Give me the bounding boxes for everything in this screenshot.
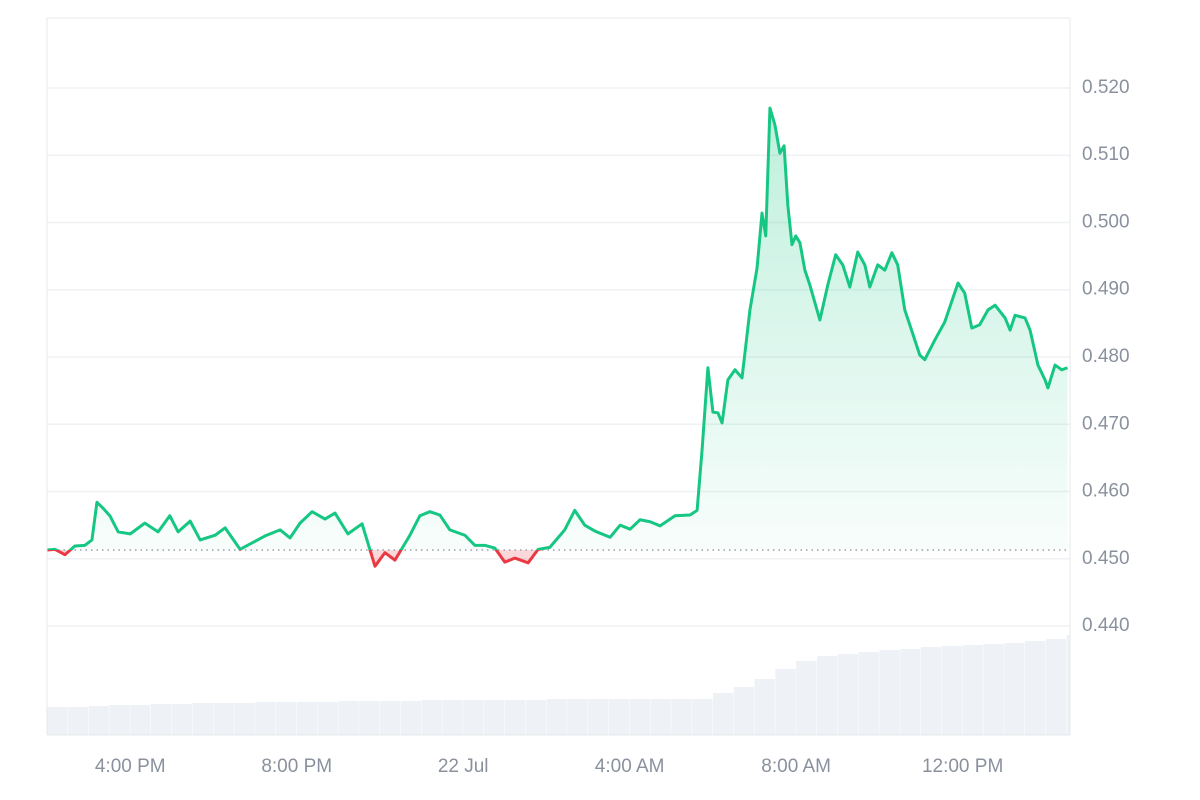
volume-bar	[712, 693, 734, 735]
volume-layer	[47, 635, 1070, 735]
volume-bar	[546, 699, 567, 735]
volume-bar	[858, 652, 879, 735]
volume-bar	[400, 701, 422, 735]
volume-bar	[879, 650, 900, 735]
volume-bar	[67, 707, 89, 735]
x-tick-label: 4:00 PM	[95, 756, 166, 777]
volume-bar	[567, 699, 588, 735]
volume-bar	[816, 656, 838, 735]
volume-bar	[234, 703, 255, 735]
volume-bar	[608, 699, 630, 735]
volume-bar	[1066, 635, 1070, 735]
volume-bar	[692, 699, 713, 735]
volume-bar	[296, 702, 318, 735]
x-tick-label: 4:00 AM	[595, 756, 665, 777]
volume-bar	[1025, 641, 1046, 735]
volume-bar	[421, 700, 442, 735]
volume-bar	[733, 687, 755, 735]
volume-bar	[88, 706, 109, 735]
volume-bar	[442, 700, 463, 735]
volume-bar	[525, 700, 546, 735]
y-tick-label: 0.500	[1082, 211, 1130, 232]
volume-bar	[317, 702, 338, 735]
volume-bar	[151, 704, 172, 735]
grid-layer: 0.440 0.450 0.460 0.470 0.480 0.490 0.500 0.510…	[47, 77, 1130, 777]
volume-bar	[671, 699, 692, 735]
y-tick-label: 0.490	[1082, 279, 1130, 300]
volume-bar	[484, 700, 505, 735]
volume-bar	[629, 699, 650, 735]
y-tick-label: 0.460	[1082, 481, 1130, 502]
volume-bar	[275, 702, 297, 735]
volume-bar	[504, 700, 526, 735]
volume-bar	[255, 702, 276, 735]
y-tick-label: 0.520	[1082, 77, 1130, 98]
volume-bar	[359, 701, 380, 735]
volume-bar	[192, 703, 213, 735]
x-tick-label: 22 Jul	[438, 756, 489, 777]
y-tick-label: 0.470	[1082, 413, 1130, 434]
volume-bar	[983, 644, 1004, 735]
y-tick-label: 0.480	[1082, 346, 1130, 367]
volume-bar	[171, 704, 193, 735]
y-tick-label: 0.510	[1082, 144, 1130, 165]
volume-bar	[47, 707, 68, 735]
volume-bar	[588, 699, 609, 735]
volume-bar	[754, 679, 775, 735]
y-tick-label: 0.440	[1082, 615, 1130, 636]
x-tick-label: 12:00 PM	[922, 756, 1003, 777]
volume-bar	[463, 700, 484, 735]
volume-bar	[213, 703, 234, 735]
area-fill	[47, 108, 1068, 567]
volume-bar	[837, 654, 859, 735]
volume-bar	[941, 646, 963, 735]
plot-layer	[46, 106, 1070, 568]
volume-bar	[109, 705, 130, 735]
x-tick-label: 8:00 AM	[761, 756, 831, 777]
volume-bar	[900, 649, 921, 735]
volume-bar	[130, 705, 151, 735]
volume-bar	[1004, 643, 1025, 735]
volume-bar	[921, 647, 942, 735]
volume-bar	[1045, 639, 1067, 735]
volume-bar	[775, 669, 796, 735]
volume-bar	[796, 661, 817, 735]
volume-bar	[962, 645, 983, 735]
volume-bar	[338, 701, 359, 735]
y-tick-label: 0.450	[1082, 548, 1130, 569]
volume-bar	[379, 701, 401, 735]
volume-bar	[650, 699, 671, 735]
price-line	[46, 106, 1068, 568]
x-tick-label: 8:00 PM	[261, 756, 332, 777]
